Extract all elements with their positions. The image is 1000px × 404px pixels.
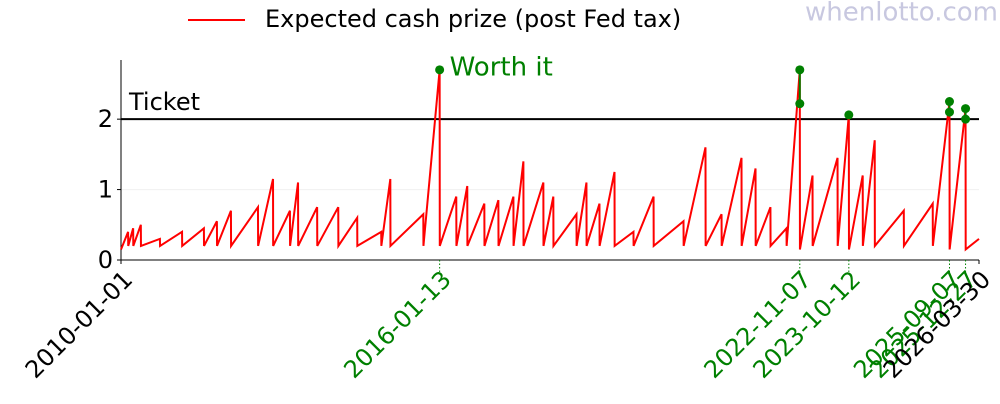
watermark: whenlotto.com (805, 0, 998, 28)
x-tick-label: 2016-01-13 (338, 265, 456, 383)
marker (795, 99, 805, 109)
marker (435, 65, 445, 75)
data-line (120, 69, 980, 252)
x-tick-label: 2010-01-01 (20, 265, 138, 383)
annotation: Worth it (450, 52, 553, 82)
y-tick-label: 2 (98, 105, 113, 133)
marker (944, 97, 954, 107)
marker (944, 107, 954, 117)
marker (961, 104, 971, 114)
marker (961, 114, 971, 124)
marker (795, 65, 805, 75)
y-tick-label: 0 (98, 246, 113, 274)
y-tick-label: 1 (98, 176, 113, 204)
marker (844, 110, 854, 120)
legend-label: Expected cash prize (post Fed tax) (265, 5, 681, 33)
reference-label: Ticket (128, 88, 200, 116)
